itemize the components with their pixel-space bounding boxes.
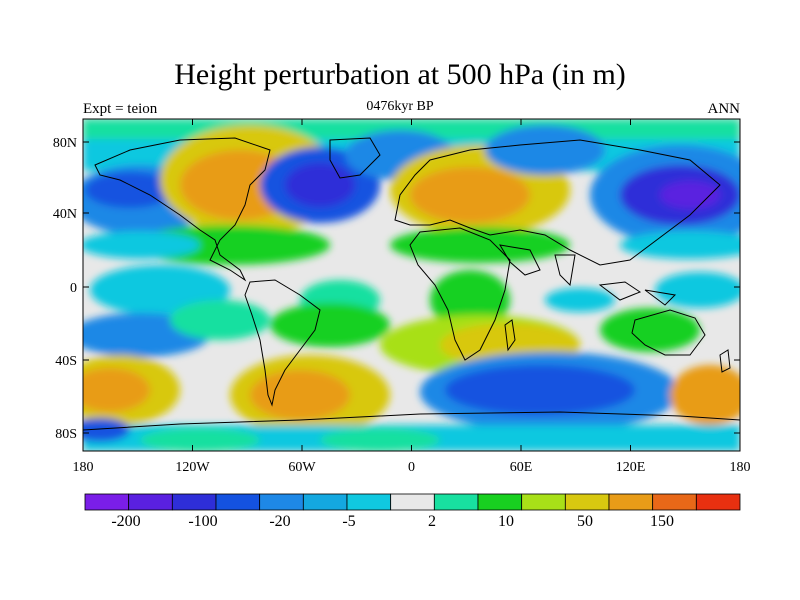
experiment-label: Expt = teion: [83, 101, 158, 117]
longitude-axis: 180 120W 60W 0 60E 120E 180: [73, 119, 751, 475]
colorbar-swatch: [128, 493, 173, 511]
lon-tick-label: 120E: [616, 460, 646, 475]
colorbar-swatch: [259, 493, 304, 511]
colorbar-swatch: [171, 493, 217, 511]
colorbar-label: -5: [342, 513, 355, 530]
colorbar-swatch: [433, 493, 479, 511]
map-title: Height perturbation at 500 hPa (in m): [174, 58, 626, 91]
colorbar-label: 150: [650, 513, 674, 530]
lon-tick-label: 0: [408, 460, 415, 475]
coastlines: [83, 137, 740, 431]
latitude-axis: 80N 40N 0 40S 80S: [53, 136, 740, 442]
colorbar-swatch: [346, 493, 392, 511]
lat-tick-label: 80N: [53, 136, 77, 151]
contour-field: [83, 119, 740, 451]
lat-tick-label: 40S: [55, 354, 77, 369]
colorbar-swatch: [390, 493, 435, 511]
colorbar-label: -20: [269, 513, 290, 530]
lat-tick-label: 80S: [55, 427, 77, 442]
colorbar-label: 50: [577, 513, 593, 530]
map-subtitle: 0476kyr BP: [366, 99, 434, 114]
colorbar-swatch: [521, 493, 566, 511]
colorbar-swatch: [564, 493, 610, 511]
lon-tick-label: 180: [73, 460, 94, 475]
colorbar-label: -100: [188, 513, 217, 530]
colorbar-label: -200: [111, 513, 140, 530]
colorbar-label: 10: [498, 513, 514, 530]
colorbar-swatch: [302, 493, 348, 511]
colorbar-swatch: [477, 493, 523, 511]
colorbar: -200 -100 -20 -5 2 10 50 150: [84, 493, 741, 530]
contour-blobs: [83, 119, 740, 451]
colorbar-swatch: [215, 493, 261, 511]
colorbar-swatch: [652, 493, 697, 511]
colorbar-swatch: [84, 493, 130, 511]
lat-tick-label: 40N: [53, 207, 77, 222]
lon-tick-label: 180: [730, 460, 751, 475]
season-label: ANN: [707, 101, 741, 117]
colorbar-swatch: [608, 493, 654, 511]
lon-tick-label: 60E: [510, 460, 533, 475]
lon-tick-label: 60W: [288, 460, 316, 475]
lat-tick-label: 0: [70, 281, 77, 296]
colorbar-swatch: [695, 493, 741, 511]
lon-tick-label: 120W: [175, 460, 210, 475]
colorbar-label: 2: [428, 513, 436, 530]
